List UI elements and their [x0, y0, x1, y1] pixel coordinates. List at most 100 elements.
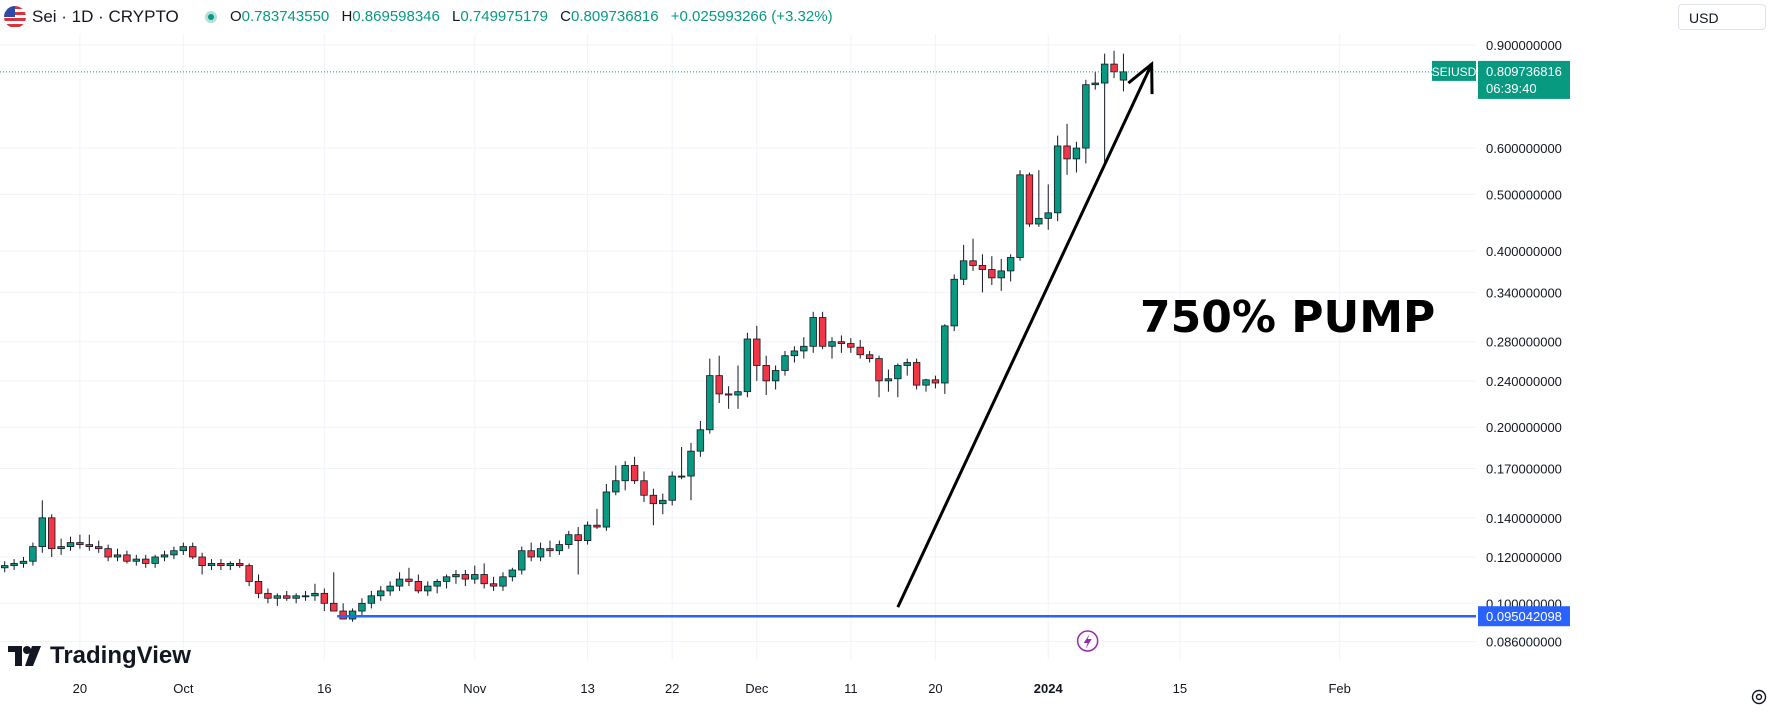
chart-header: Sei · 1D · CRYPTO O0.783743550 H0.869598… — [0, 0, 1766, 34]
pump-annotation: 750% PUMP — [1140, 292, 1435, 343]
candle-body — [442, 576, 451, 582]
candle-body — [433, 581, 441, 587]
candle-body — [800, 345, 808, 352]
candle-body — [207, 563, 216, 566]
currency-selector[interactable]: USD — [1678, 4, 1766, 30]
candle — [461, 570, 470, 587]
candle-body — [386, 585, 394, 592]
candle-body — [452, 574, 460, 578]
us-flag-icon — [4, 6, 26, 28]
candle-body — [809, 317, 817, 347]
candle — [66, 536, 75, 551]
candle-body — [743, 338, 752, 393]
candle-body — [95, 546, 103, 550]
candle — [677, 447, 686, 480]
candle-body — [978, 265, 987, 270]
candle-body — [884, 378, 893, 382]
candle-body — [1016, 174, 1024, 258]
candle — [950, 274, 958, 332]
candle-body — [461, 574, 470, 580]
candle — [1016, 170, 1024, 261]
candle — [226, 561, 235, 571]
candle-body — [471, 574, 479, 580]
candle — [837, 335, 846, 353]
candle-body — [847, 343, 855, 348]
candle-body — [29, 546, 37, 562]
candle — [442, 574, 451, 589]
candle — [1053, 135, 1062, 222]
candle-body — [301, 595, 310, 598]
candle — [489, 576, 498, 591]
candle — [922, 378, 930, 392]
tradingview-logo[interactable]: TradingView — [8, 642, 191, 670]
candle — [593, 508, 601, 529]
candle — [320, 588, 329, 612]
candle — [57, 538, 65, 555]
candle-body — [734, 391, 742, 396]
candle-body — [630, 465, 639, 482]
candle — [189, 542, 197, 560]
candle — [217, 559, 225, 571]
candle-body — [668, 475, 676, 501]
candle-body — [818, 317, 827, 347]
candle — [1110, 50, 1118, 79]
price-axis[interactable]: 0.900000000 0.600000000 0.500000000 0.40000… — [1486, 38, 1562, 650]
candle-body — [941, 325, 949, 384]
candle — [1091, 71, 1099, 90]
candle — [142, 554, 150, 568]
close-value: 0.809736816 — [571, 8, 659, 25]
candle-body — [903, 362, 911, 366]
tradingview-logo-icon — [8, 646, 41, 666]
candle-body — [499, 576, 507, 587]
candle — [85, 534, 94, 551]
candle-body — [76, 542, 84, 545]
candle — [76, 534, 84, 549]
candles — [1, 50, 1128, 622]
candle — [518, 546, 526, 575]
candle-body — [865, 354, 874, 359]
price-tick-label: 0.900000000 — [1486, 38, 1562, 53]
candle-body — [931, 379, 940, 384]
candle-body — [273, 595, 282, 599]
market-status-icon[interactable] — [205, 11, 217, 23]
candle — [377, 586, 385, 601]
time-tick-label: 11 — [844, 681, 858, 696]
high-value: 0.869598346 — [352, 8, 440, 25]
price-tick-label: 0.240000000 — [1486, 374, 1562, 389]
candle — [1006, 254, 1015, 282]
candle — [414, 574, 423, 594]
candle-body — [405, 578, 413, 582]
candle-body — [85, 544, 94, 548]
candle-body — [226, 563, 235, 566]
candle — [405, 567, 413, 587]
lightning-icon-glyph — [1083, 634, 1092, 649]
price-tick-label: 0.086000000 — [1486, 635, 1562, 650]
candle — [132, 554, 141, 566]
candle-body — [1119, 71, 1128, 81]
candle-body — [217, 563, 225, 566]
candle — [386, 581, 394, 596]
candle-body — [969, 260, 977, 266]
candle — [762, 355, 770, 396]
candle — [941, 324, 949, 394]
candle — [19, 556, 28, 568]
time-tick-label: Feb — [1328, 681, 1350, 696]
candle-body — [311, 592, 319, 597]
gear-icon[interactable] — [1750, 688, 1768, 706]
support-price-label: 0.095042098 — [1486, 609, 1562, 624]
candle — [1, 561, 9, 573]
candle — [659, 493, 667, 515]
time-axis[interactable]: 20 Oct 16 Nov 13 22 Dec 11 20 2024 15 Feb — [73, 681, 1351, 696]
candle-body — [790, 350, 799, 357]
candle — [499, 572, 507, 591]
candle — [471, 565, 479, 584]
candle-body — [198, 556, 206, 566]
candle-body — [57, 546, 65, 550]
support-price-tag-bg — [1478, 606, 1570, 627]
candle-body — [583, 524, 592, 541]
candle-body — [659, 499, 667, 505]
candle — [264, 588, 272, 604]
symbol-title[interactable]: Sei · 1D · CRYPTO — [32, 7, 179, 26]
candle — [912, 358, 921, 390]
